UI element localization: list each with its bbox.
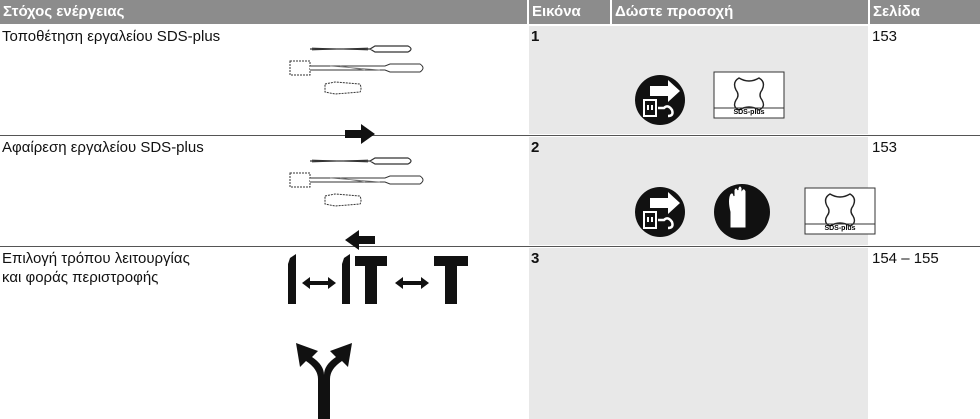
header-cell: Στόχος ενέργειας xyxy=(0,0,527,24)
gloves-icon xyxy=(714,184,770,240)
unplug-icon xyxy=(633,185,687,239)
action: Επιλογή τρόπου λειτουργίας xyxy=(2,250,190,267)
header-cell: Σελίδα xyxy=(870,0,980,24)
header-cell: Δώστε προσοχή xyxy=(612,0,868,24)
row-separator xyxy=(0,246,980,247)
action: και φοράς περιστροφής xyxy=(2,269,159,286)
sds-label: SDS-plus xyxy=(824,225,855,232)
page-number: 154 – 155 xyxy=(872,250,939,267)
unplug-icon xyxy=(633,73,687,127)
figure-number: 1 xyxy=(531,28,540,45)
page-number: 153 xyxy=(872,139,898,156)
row-separator xyxy=(0,135,980,136)
cell-bg xyxy=(529,248,868,419)
action: Τοποθέτηση εργαλείου SDS-plus xyxy=(2,28,221,45)
cell-bg xyxy=(529,26,868,134)
figure-number: 2 xyxy=(531,139,540,156)
sds-label: SDS-plus xyxy=(733,109,764,116)
figure-number: 3 xyxy=(531,250,540,267)
fork-arrow xyxy=(296,343,352,419)
header-cell: Εικόνα xyxy=(529,0,610,24)
page-number: 153 xyxy=(872,28,898,45)
drill-bits xyxy=(289,45,424,95)
drill-bits xyxy=(289,157,424,207)
arrow-left xyxy=(345,230,375,250)
action: Αφαίρεση εργαλείου SDS-plus xyxy=(2,139,204,156)
mode-symbols xyxy=(288,254,468,304)
arrow-right xyxy=(345,124,375,144)
